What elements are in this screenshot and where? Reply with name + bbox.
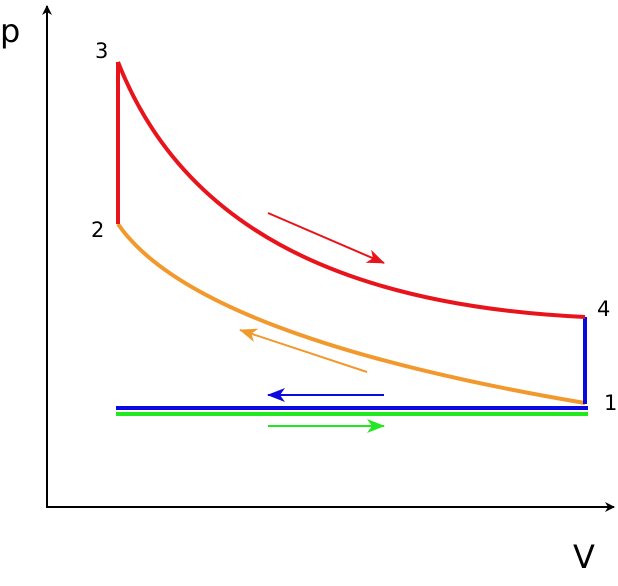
point-label: 2	[91, 218, 104, 242]
expansion-arrow	[267, 212, 385, 264]
y-axis-label: p	[0, 12, 20, 50]
compression-arrow	[239, 328, 368, 373]
expansion-curve	[116, 61, 586, 319]
point-label: 1	[604, 391, 617, 415]
point-label: 3	[95, 39, 108, 63]
point-label: 4	[597, 297, 610, 321]
compression-curve	[116, 222, 586, 405]
x-axis-label: V	[573, 538, 595, 576]
